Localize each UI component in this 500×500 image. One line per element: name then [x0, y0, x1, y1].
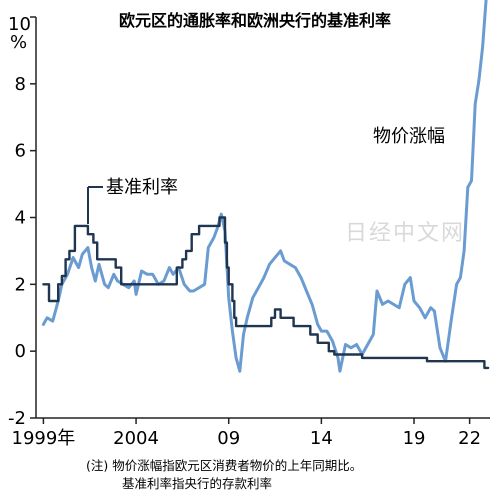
- footnote-line-1: (注) 物价涨幅指欧元区消费者物价的上年同期比。: [86, 458, 362, 473]
- x-tick-label: 09: [217, 428, 240, 449]
- chart-title: 欧元区的通胀率和欧洲央行的基准利率: [119, 11, 391, 30]
- x-tick-label: 2004: [113, 428, 159, 449]
- y-tick-label: 2: [15, 274, 26, 295]
- x-tick-label: 19: [403, 428, 426, 449]
- y-tick-label: -2: [8, 408, 26, 429]
- y-tick-label: 8: [15, 74, 26, 95]
- series-label-inflation: 物价涨幅: [373, 126, 445, 147]
- y-axis-top-value: 10: [8, 14, 31, 35]
- x-tick-label: 14: [310, 428, 333, 449]
- y-tick-label: 0: [15, 341, 26, 362]
- series-line-policy-rate: [42, 216, 490, 370]
- footnote-line-2: 基准利率指央行的存款利率: [122, 476, 272, 491]
- y-axis-unit: %: [10, 32, 27, 53]
- x-tick-label: 22: [458, 428, 481, 449]
- y-tick-label: 6: [15, 141, 26, 162]
- x-tick-label: 1999年: [12, 428, 76, 449]
- y-tick-label: 4: [15, 208, 26, 229]
- watermark: 日经中文网: [345, 221, 465, 246]
- series-label-policy-rate: 基准利率: [106, 177, 178, 198]
- series-line-inflation: [41, 0, 488, 373]
